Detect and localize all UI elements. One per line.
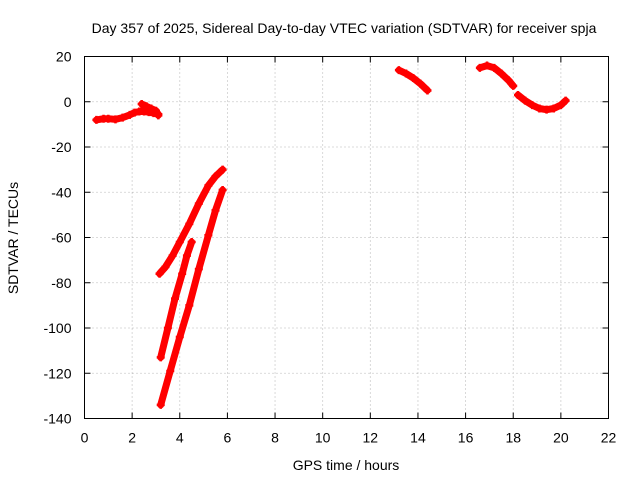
data-point — [156, 400, 165, 409]
y-tick-label: -60 — [51, 230, 71, 246]
x-axis-title: GPS time / hours — [293, 457, 400, 473]
data-point — [137, 100, 146, 109]
chart-title: Day 357 of 2025, Sidereal Day-to-day VTE… — [92, 20, 597, 36]
x-tick-label: 12 — [363, 430, 379, 446]
data-point — [175, 333, 184, 342]
y-tick-label: -80 — [51, 275, 71, 291]
data-point — [394, 66, 403, 75]
data-point — [182, 251, 191, 260]
data-point — [175, 238, 184, 247]
y-axis-title: SDTVAR / TECUs — [5, 182, 21, 294]
data-point — [409, 73, 418, 82]
data-point — [218, 165, 227, 174]
data-point — [194, 265, 203, 274]
y-tick-label: 20 — [56, 49, 72, 65]
data-point — [155, 269, 164, 278]
data-point — [509, 81, 518, 90]
plot-frame — [84, 56, 609, 419]
data-point — [402, 69, 411, 78]
data-point — [204, 231, 213, 240]
x-tick-label: 2 — [128, 430, 136, 446]
data-point — [168, 251, 177, 260]
data-point — [185, 219, 194, 228]
data-point — [549, 104, 558, 113]
y-tick-label: -20 — [51, 139, 71, 155]
x-tick-label: 18 — [505, 430, 521, 446]
data-point — [521, 96, 530, 105]
x-tick-label: 4 — [176, 430, 184, 446]
tick-layer: 0 2 4 6 8 10 12 14 16 18 20 22 20 0 -20 -40 -60 -80 -100 -1… — [43, 49, 616, 446]
data-point — [171, 294, 180, 303]
data-point — [161, 262, 170, 271]
data-point — [187, 238, 196, 247]
data-point — [561, 96, 570, 105]
data-point — [104, 114, 113, 123]
data-point — [211, 206, 220, 215]
data-point — [556, 101, 565, 110]
data-point — [416, 79, 425, 88]
data-point — [151, 106, 160, 115]
data-point — [118, 113, 127, 122]
x-tick-label: 10 — [315, 430, 331, 446]
grid-layer — [84, 56, 609, 419]
series-layer — [92, 61, 570, 409]
data-point — [204, 181, 213, 190]
x-tick-label: 22 — [601, 430, 617, 446]
x-tick-label: 14 — [410, 430, 426, 446]
y-tick-label: -40 — [51, 184, 71, 200]
data-point — [163, 324, 172, 332]
y-tick-label: -140 — [43, 411, 71, 427]
data-point — [142, 102, 151, 111]
data-point — [423, 86, 432, 95]
data-point — [156, 353, 165, 362]
series-arc-5 — [157, 186, 227, 409]
data-point — [92, 115, 101, 124]
y-tick-label: 0 — [64, 94, 72, 110]
data-point — [535, 104, 544, 113]
x-tick-label: 8 — [271, 430, 279, 446]
data-point — [504, 76, 513, 85]
data-point — [475, 63, 484, 72]
data-point — [483, 61, 492, 70]
data-point — [218, 185, 227, 194]
data-point — [513, 90, 522, 99]
x-tick-label: 16 — [458, 430, 474, 446]
data-point — [178, 269, 187, 278]
data-point — [185, 301, 194, 310]
data-point — [211, 172, 220, 181]
data-point — [166, 366, 175, 375]
x-tick-label: 0 — [81, 430, 89, 446]
data-point — [125, 110, 134, 119]
y-tick-label: -120 — [43, 365, 71, 381]
data-point — [154, 111, 163, 120]
x-tick-label: 6 — [224, 430, 232, 446]
data-point — [497, 69, 506, 78]
data-point — [147, 104, 156, 113]
data-point — [194, 199, 203, 208]
y-tick-label: -100 — [43, 320, 71, 336]
data-point — [528, 101, 537, 110]
data-point — [542, 105, 551, 114]
x-tick-label: 20 — [553, 430, 569, 446]
data-point — [111, 115, 120, 124]
data-point — [490, 63, 499, 72]
